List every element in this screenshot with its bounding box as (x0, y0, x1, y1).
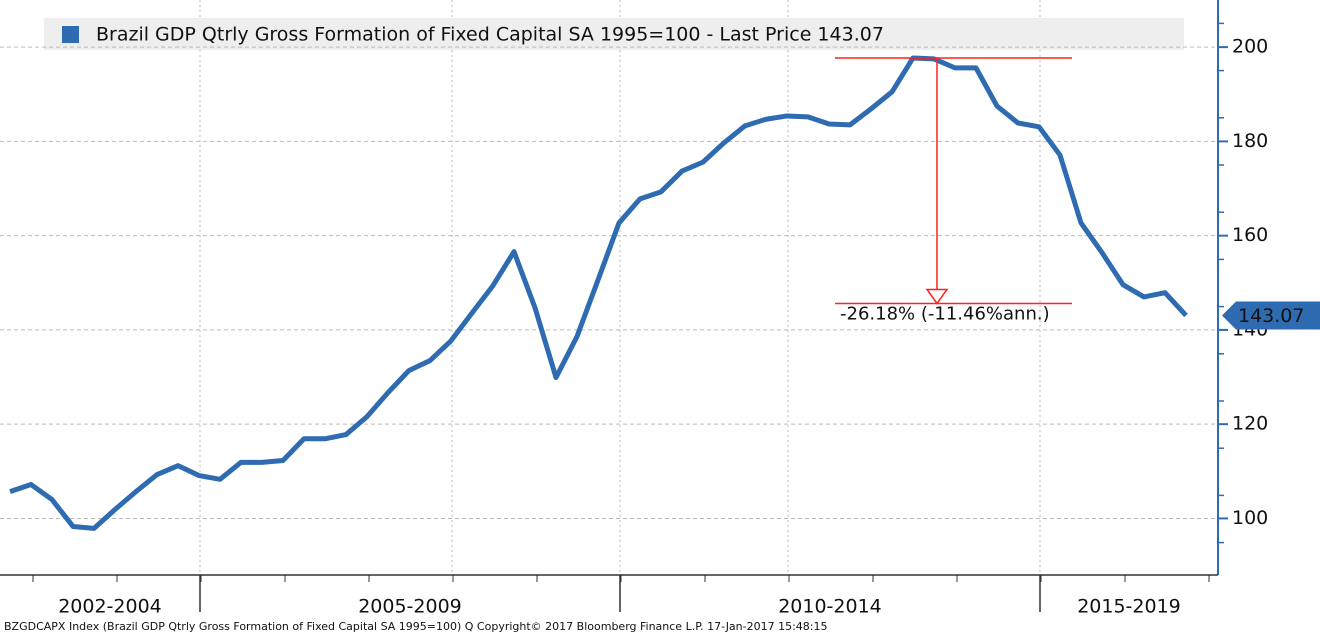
footer: BZGDCAPX Index (Brazil GDP Qtrly Gross F… (4, 620, 828, 633)
legend-label: Brazil GDP Qtrly Gross Formation of Fixe… (96, 24, 884, 46)
x-group-label: 2015-2019 (1077, 596, 1181, 618)
vertical-grid (199, 0, 1041, 575)
legend-box (44, 18, 1184, 50)
legend-swatch (62, 26, 79, 43)
x-group-label: 2005-2009 (358, 596, 462, 618)
y-tick-label: 200 (1232, 36, 1268, 58)
y-tick-label: 120 (1232, 413, 1268, 435)
y-tick-label: 160 (1232, 224, 1268, 246)
annotation-label: -26.18% (-11.46%ann.) (840, 303, 1050, 324)
last-price-tag (1222, 301, 1320, 330)
x-group-label: 2002-2004 (58, 596, 162, 618)
y-tick-label: 100 (1232, 507, 1268, 529)
x-group-label: 2010-2014 (778, 596, 882, 618)
last-price-label: 143.07 (1238, 305, 1304, 327)
annotation-arrowhead (925, 288, 949, 305)
line (9, 55, 1188, 531)
y-tick-label: 180 (1232, 130, 1268, 152)
